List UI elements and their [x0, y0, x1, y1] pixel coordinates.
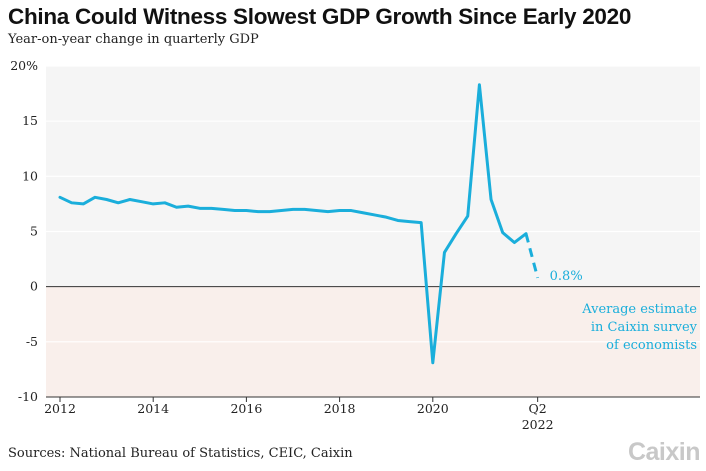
y-tick-label: 5	[30, 224, 38, 239]
y-tick-label: -10	[18, 389, 38, 404]
x-tick-label: 2020	[417, 401, 449, 416]
x-tick-label: 2012	[44, 401, 76, 416]
y-tick-label: 0	[30, 279, 38, 294]
x-tick-label: 2014	[137, 401, 169, 416]
y-tick-label: 15	[22, 113, 38, 128]
x-tick-label: Q2	[529, 401, 547, 416]
gdp-line	[58, 83, 528, 365]
forecast-note-line: in Caixin survey	[591, 320, 698, 335]
chart-title: China Could Witness Slowest GDP Growth S…	[8, 4, 632, 29]
forecast-line	[524, 233, 540, 279]
annotations: 0.8% Average estimate in Caixin survey of e…	[550, 269, 698, 353]
y-tick-label: 20%	[10, 58, 38, 73]
forecast-value-label: 0.8%	[550, 269, 583, 284]
x-tick-sublabel: 2022	[522, 417, 554, 432]
source-note: Sources: National Bureau of Statistics, …	[8, 446, 353, 461]
caixin-logo: Caixin	[627, 438, 701, 466]
forecast-note-line: Average estimate	[581, 302, 697, 317]
series-lines	[58, 83, 540, 365]
x-tick-label: 2018	[324, 401, 356, 416]
chart-subtitle: Year-on-year change in quarterly GDP	[8, 32, 259, 47]
y-tick-label: -5	[26, 334, 38, 349]
y-tick-label: 10	[22, 168, 38, 183]
x-tick-label: 2016	[230, 401, 262, 416]
grid-lines	[46, 65, 700, 343]
forecast-note-line: of economists	[606, 338, 697, 353]
